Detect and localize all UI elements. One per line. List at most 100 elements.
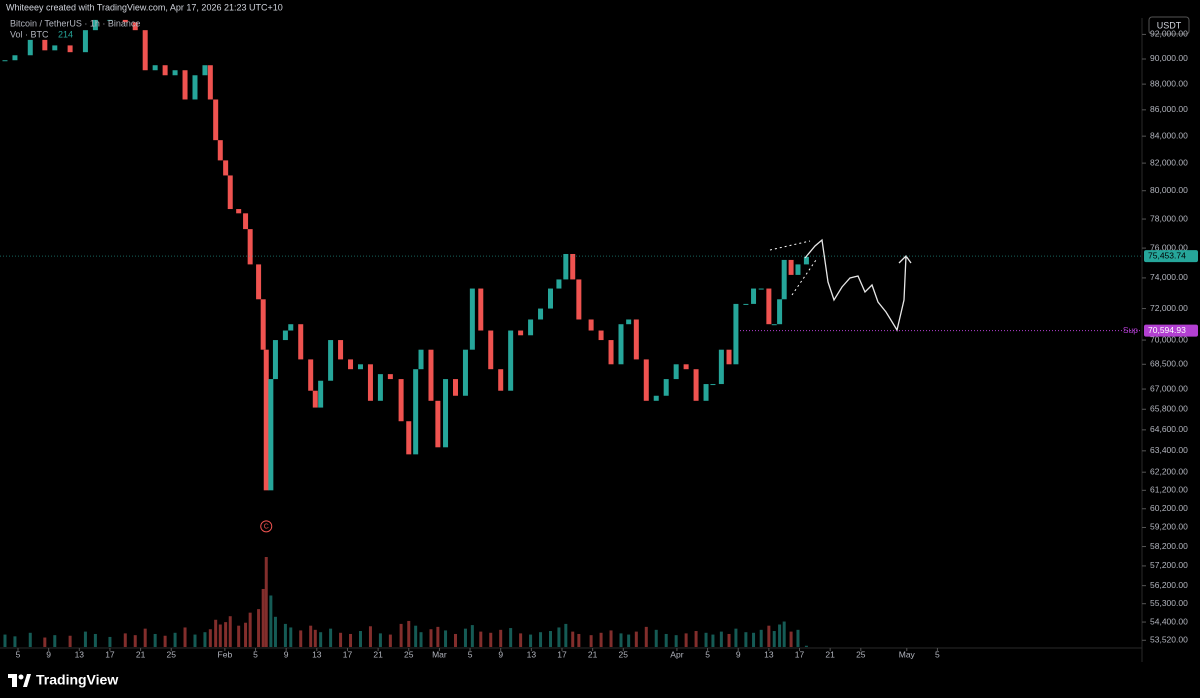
volume-bar	[349, 633, 353, 647]
candle	[758, 288, 764, 290]
x-tick-label: 13	[312, 649, 322, 659]
volume-bar	[299, 630, 303, 647]
candle	[469, 288, 475, 350]
candle	[435, 400, 441, 448]
x-tick-label: Mar	[432, 649, 447, 659]
candle	[726, 349, 732, 365]
x-tick-label: 9	[736, 649, 741, 659]
candle	[626, 319, 632, 325]
y-tick-label: 80,000.00	[1150, 185, 1188, 195]
candle	[107, 19, 113, 21]
volume-bar	[599, 632, 603, 647]
x-tick-label: 17	[557, 649, 567, 659]
volume-bar	[539, 632, 543, 647]
candle	[217, 140, 223, 161]
volume-bar	[654, 629, 658, 647]
candle	[357, 364, 363, 370]
y-tick-label: 67,000.00	[1150, 383, 1188, 393]
candle	[260, 299, 266, 350]
volume-bar	[289, 627, 293, 647]
volume-bar	[53, 635, 57, 647]
candle	[743, 303, 749, 305]
candle	[82, 30, 88, 53]
currency-label[interactable]: USDT	[1157, 20, 1182, 30]
candle	[643, 359, 649, 401]
x-tick-label: 21	[373, 649, 383, 659]
volume-bar	[429, 629, 433, 647]
volume-bar	[283, 623, 287, 647]
y-tick-label: 88,000.00	[1150, 78, 1188, 88]
volume-bar	[108, 636, 112, 647]
x-tick-label: 21	[136, 649, 146, 659]
volume-bar	[248, 612, 252, 647]
volume-bar	[208, 629, 212, 647]
candle	[377, 374, 383, 401]
candle	[263, 349, 269, 491]
volume-bar	[261, 588, 265, 647]
candle	[172, 70, 178, 76]
candle	[598, 330, 604, 341]
candle	[788, 259, 794, 275]
volume-bar	[123, 633, 127, 647]
brand-name: TradingView	[36, 672, 118, 688]
volume-bar	[557, 627, 561, 647]
y-tick-label: 57,200.00	[1150, 560, 1188, 570]
volume-bar	[218, 624, 222, 647]
y-tick-label: 55,300.00	[1150, 598, 1188, 608]
volume-bar	[529, 634, 533, 647]
y-tick-label: 76,000.00	[1150, 242, 1188, 252]
wedge-line	[791, 259, 817, 296]
candle	[518, 330, 524, 336]
volume-bar	[619, 633, 623, 647]
candle	[570, 253, 576, 280]
legend-volume: Vol · BTC	[10, 29, 49, 39]
volume-bar	[453, 633, 457, 647]
candle	[633, 319, 639, 360]
volume-bar	[804, 645, 808, 647]
candle	[618, 324, 624, 365]
candle	[771, 324, 777, 326]
x-tick-label: 17	[105, 649, 115, 659]
volume-bar	[634, 631, 638, 647]
volume-bar	[744, 632, 748, 647]
x-tick-label: 25	[856, 649, 866, 659]
y-tick-label: 63,400.00	[1150, 445, 1188, 455]
volume-bar	[133, 635, 137, 647]
y-tick-label: 68,500.00	[1150, 359, 1188, 369]
volume-bar	[499, 629, 503, 647]
volume-bar	[444, 630, 448, 647]
candle	[288, 324, 294, 331]
footer	[0, 662, 1200, 698]
support-badge	[1144, 324, 1198, 337]
candle	[548, 288, 554, 309]
volume-bar	[244, 622, 248, 647]
volume-bar	[68, 635, 72, 647]
candle	[443, 379, 449, 448]
x-tick-label: 5	[705, 649, 710, 659]
support-name: Sup	[1123, 325, 1138, 335]
volume-bar	[419, 632, 423, 647]
volume-bar	[470, 625, 474, 647]
candle	[488, 330, 494, 370]
candle	[52, 45, 58, 51]
y-tick-label: 72,000.00	[1150, 303, 1188, 313]
volume-bar	[203, 632, 207, 647]
x-tick-label: 21	[588, 649, 598, 659]
candle	[12, 55, 18, 61]
x-tick-label: 9	[46, 649, 51, 659]
currency-button[interactable]	[1148, 16, 1190, 35]
legend-volume-value: 214	[58, 29, 73, 39]
volume-bar	[214, 619, 218, 647]
candle	[92, 19, 98, 31]
candle	[247, 229, 253, 265]
candle	[528, 319, 534, 336]
candle	[132, 22, 138, 31]
candle	[703, 384, 709, 401]
volume-bar	[789, 631, 793, 647]
volume-bar	[173, 632, 177, 647]
volume-bar	[704, 632, 708, 647]
volume-bar	[399, 623, 403, 647]
candle	[563, 253, 569, 280]
volume-bar	[796, 629, 800, 647]
